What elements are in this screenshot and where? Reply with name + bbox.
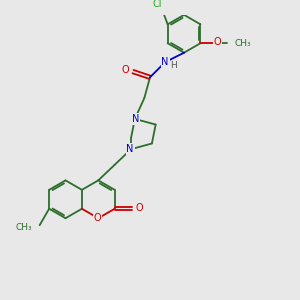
Text: Cl: Cl: [152, 0, 162, 10]
Text: CH₃: CH₃: [16, 224, 32, 232]
Text: N: N: [132, 114, 140, 124]
Text: N: N: [161, 57, 169, 67]
Text: O: O: [214, 37, 221, 47]
Text: N: N: [126, 144, 134, 154]
Text: O: O: [135, 203, 143, 213]
Text: O: O: [122, 65, 129, 75]
Text: CH₃: CH₃: [235, 39, 251, 48]
Text: O: O: [94, 213, 101, 223]
Text: H: H: [170, 61, 177, 70]
